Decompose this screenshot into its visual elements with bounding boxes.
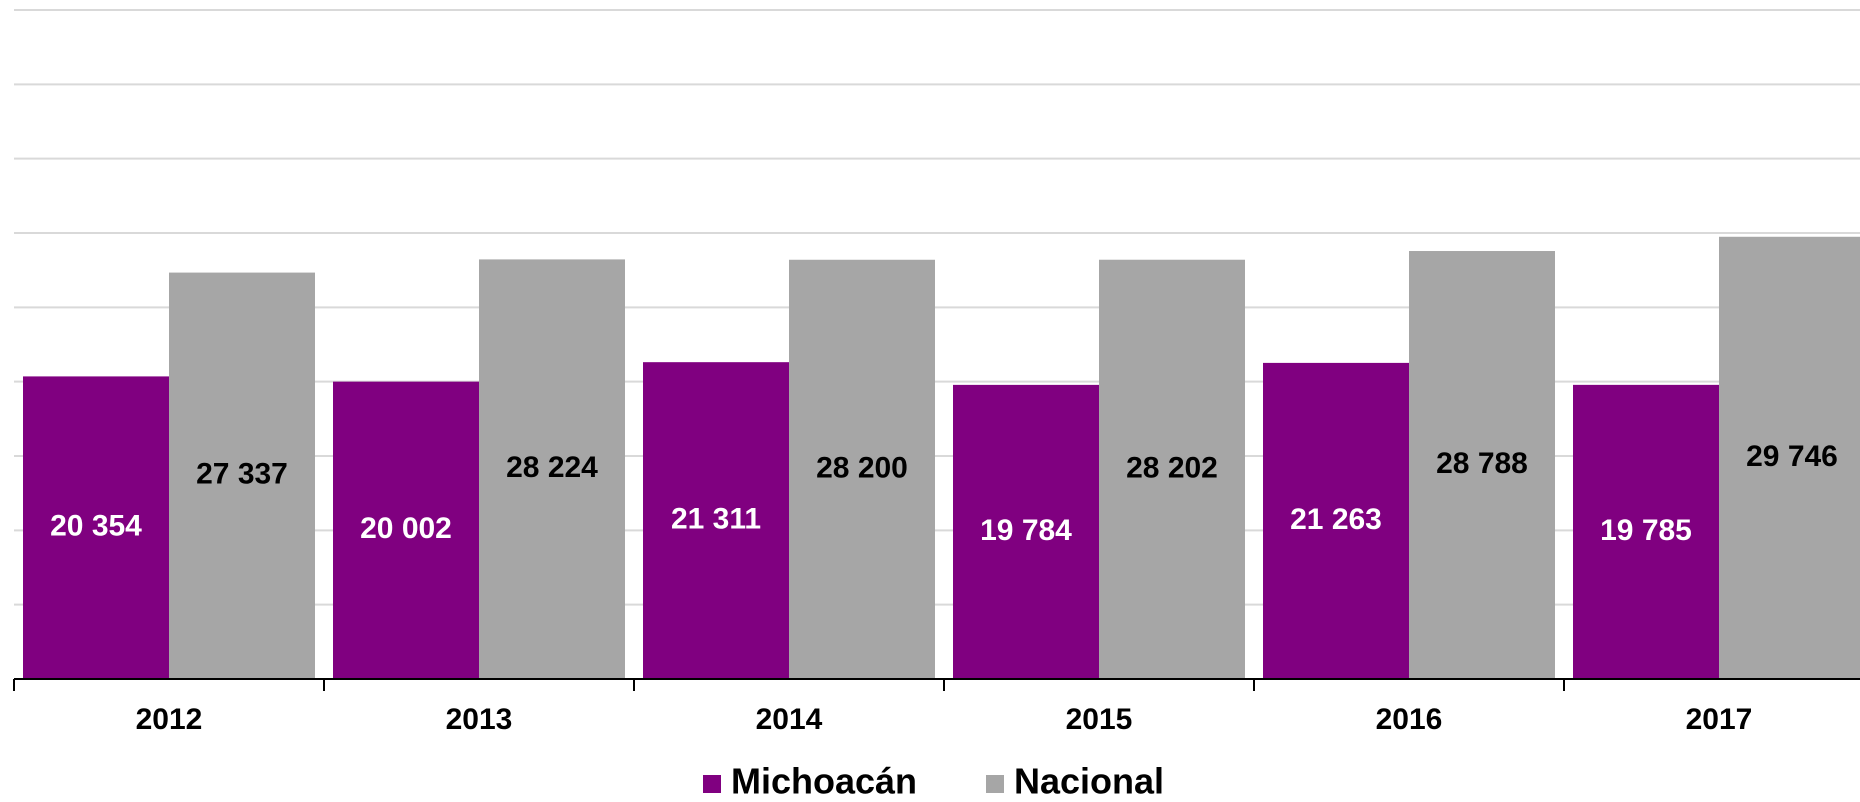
- data-label: 28 224: [506, 451, 598, 484]
- x-tick-label: 2012: [136, 703, 203, 736]
- data-label: 21 263: [1290, 503, 1382, 536]
- x-tick-label: 2016: [1376, 703, 1443, 736]
- x-tick-label: 2017: [1686, 703, 1753, 736]
- data-label: 19 784: [980, 514, 1072, 547]
- data-label: 21 311: [671, 503, 761, 536]
- data-label: 27 337: [196, 458, 288, 491]
- legend-label: Michoacán: [731, 761, 917, 802]
- bar: [1573, 384, 1719, 679]
- x-tick-label: 2015: [1066, 703, 1133, 736]
- bar: [333, 381, 479, 679]
- data-label: 20 002: [360, 512, 452, 545]
- data-label: 20 354: [50, 510, 142, 543]
- bar: [479, 259, 625, 679]
- x-tick-label: 2013: [446, 703, 513, 736]
- bar: [643, 362, 789, 679]
- data-label: 19 785: [1600, 514, 1692, 547]
- bar: [1409, 251, 1555, 679]
- data-label: 28 200: [816, 451, 908, 484]
- bar: [1719, 236, 1860, 680]
- data-label: 29 746: [1746, 440, 1838, 473]
- bar: [169, 272, 315, 679]
- bar: [789, 259, 935, 679]
- data-label: 28 202: [1126, 451, 1218, 484]
- bar: [1263, 362, 1409, 679]
- bar: [23, 376, 169, 679]
- legend-label: Nacional: [1014, 761, 1164, 802]
- legend-swatch: [703, 775, 721, 793]
- bar: [1099, 259, 1245, 679]
- bar: [953, 384, 1099, 679]
- x-tick-label: 2014: [756, 703, 823, 736]
- data-label: 28 788: [1436, 447, 1528, 480]
- legend-swatch: [986, 775, 1004, 793]
